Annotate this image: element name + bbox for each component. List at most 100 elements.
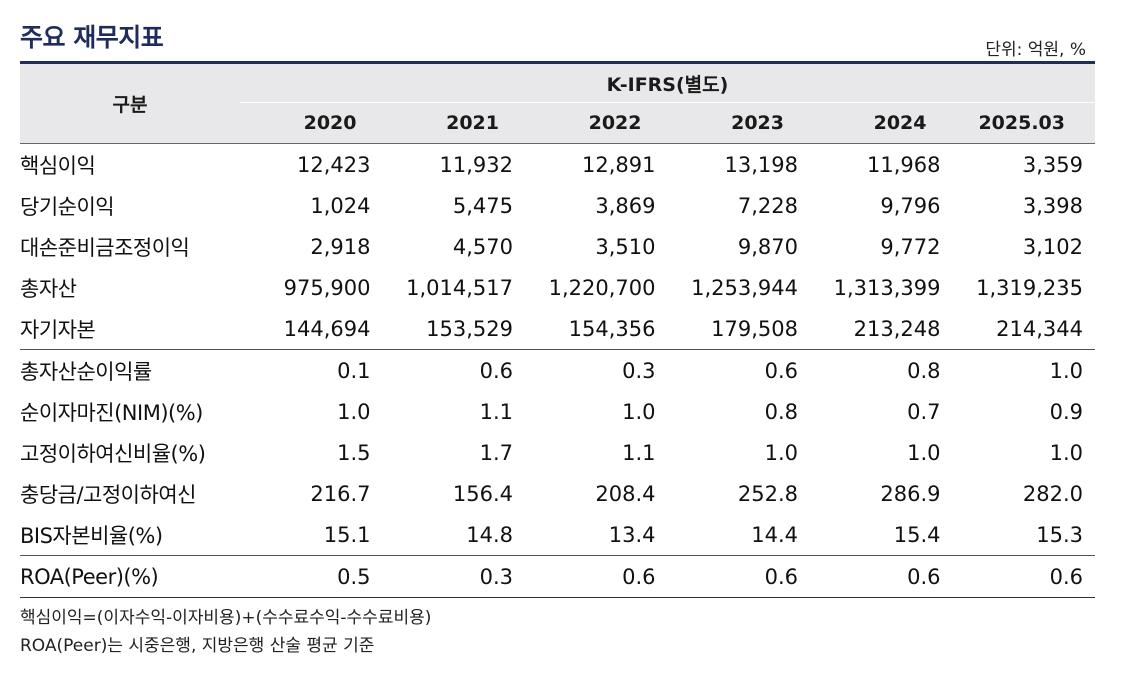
table-cell: 3,869 <box>595 193 656 218</box>
table-cell: 1.0 <box>1049 440 1083 465</box>
table-cell: 975,900 <box>283 275 371 300</box>
year-header: 2020 <box>240 102 383 144</box>
table-cell: 1.0 <box>952 349 1095 391</box>
table-cell: 0.6 <box>667 349 810 391</box>
row-label: 총자산 <box>20 276 77 301</box>
row-label: 자기자본 <box>20 317 96 342</box>
table-row: 충당금/고정이하여신 216.7 156.4 208.4 252.8 286.9 282.0 <box>20 473 1095 514</box>
table-cell: 0.1 <box>240 349 383 391</box>
table-cell: 286.9 <box>880 481 941 506</box>
year-header: 2025.03 <box>952 102 1095 144</box>
table-cell: 1,024 <box>310 193 371 218</box>
table-cell: 1,313,399 <box>833 275 941 300</box>
table-cell: 0.6 <box>952 555 1095 598</box>
table-cell: 3,398 <box>1022 193 1083 218</box>
table-cell: 11,932 <box>439 152 513 177</box>
row-label: BIS자본비율(%) <box>20 523 163 548</box>
table-row: 대손준비금조정이익 2,918 4,570 3,510 9,870 9,772 3,102 <box>20 226 1095 267</box>
table-cell: 1.0 <box>337 399 371 424</box>
table-cell: 0.3 <box>382 555 525 598</box>
table-cell: 179,508 <box>711 316 798 341</box>
row-label: ROA(Peer)(%) <box>20 555 240 598</box>
table-cell: 0.6 <box>667 555 810 598</box>
row-label: 당기순이익 <box>20 194 115 219</box>
table-cell: 15.1 <box>323 522 371 547</box>
table-cell: 1.0 <box>764 440 798 465</box>
table-cell: 1,220,700 <box>548 275 656 300</box>
table-cell: 1.1 <box>479 399 513 424</box>
table-cell: 13,198 <box>724 152 798 177</box>
table-cell: 216.7 <box>310 481 371 506</box>
row-label: 총자산순이익률 <box>20 349 240 391</box>
table-cell: 0.5 <box>240 555 383 598</box>
table-cell: 3,510 <box>595 234 656 259</box>
table-cell: 11,968 <box>867 152 941 177</box>
page-title: 주요 재무지표 <box>20 23 164 52</box>
table-row: 자기자본 144,694 153,529 154,356 179,508 213,248 2… <box>20 308 1095 350</box>
table-cell: 1.1 <box>622 440 656 465</box>
table-cell: 9,870 <box>737 234 798 259</box>
table-cell: 1.5 <box>337 440 371 465</box>
table-cell: 156.4 <box>452 481 513 506</box>
table-cell: 14.8 <box>466 522 513 547</box>
financial-indicators-table: 구분 K-IFRS(별도) 2020 2021 2022 2023 2024 2… <box>20 64 1095 598</box>
table-body: 핵심이익 12,423 11,932 12,891 13,198 11,968 3,359 당… <box>20 144 1095 598</box>
table-cell: 214,344 <box>996 316 1083 341</box>
table-cell: 213,248 <box>853 316 941 341</box>
row-label: 순이자마진(NIM)(%) <box>20 400 203 425</box>
table-cell: 1.7 <box>479 440 513 465</box>
table-row: 당기순이익 1,024 5,475 3,869 7,228 9,796 3,398 <box>20 185 1095 226</box>
table-cell: 144,694 <box>283 316 371 341</box>
table-cell: 3,359 <box>1022 152 1083 177</box>
footnote: ROA(Peer)는 시중은행, 지방은행 산술 평균 기준 <box>20 636 375 656</box>
table-cell: 1,319,235 <box>976 275 1083 300</box>
header-divider <box>20 61 1095 64</box>
table-cell: 153,529 <box>426 316 513 341</box>
table-cell: 12,891 <box>582 152 656 177</box>
category-header: 구분 <box>20 64 240 144</box>
table-cell: 1,253,944 <box>691 275 798 300</box>
table-cell: 13.4 <box>608 522 656 547</box>
table-cell: 15.4 <box>893 522 941 547</box>
table-cell: 0.7 <box>907 399 941 424</box>
table-row: 고정이하여신비율(%) 1.5 1.7 1.1 1.0 1.0 1.0 <box>20 432 1095 473</box>
row-label: 충당금/고정이하여신 <box>20 482 196 507</box>
table-row: BIS자본비율(%) 15.1 14.8 13.4 14.4 15.4 15.3 <box>20 514 1095 556</box>
table-cell: 0.8 <box>764 399 798 424</box>
unit-label: 단위: 억원, % <box>985 40 1086 60</box>
table-cell: 2,918 <box>310 234 371 259</box>
table-cell: 1.0 <box>907 440 941 465</box>
row-label: 고정이하여신비율(%) <box>20 441 206 466</box>
table-cell: 208.4 <box>595 481 656 506</box>
table-cell: 12,423 <box>297 152 371 177</box>
table-cell: 1,014,517 <box>406 275 513 300</box>
table-row: 핵심이익 12,423 11,932 12,891 13,198 11,968 3,359 <box>20 144 1095 186</box>
table-cell: 282.0 <box>1022 481 1083 506</box>
table-cell: 0.8 <box>810 349 953 391</box>
table-cell: 4,570 <box>452 234 513 259</box>
table-row: 총자산순이익률 0.1 0.6 0.3 0.6 0.8 1.0 <box>20 349 1095 391</box>
table-row: ROA(Peer)(%) 0.5 0.3 0.6 0.6 0.6 0.6 <box>20 555 1095 598</box>
kifrs-group-header: K-IFRS(별도) <box>240 64 1095 103</box>
year-header: 2023 <box>667 102 810 144</box>
row-label: 대손준비금조정이익 <box>20 235 190 260</box>
table-cell: 0.6 <box>382 349 525 391</box>
table-cell: 252.8 <box>737 481 798 506</box>
table-cell: 0.3 <box>525 349 668 391</box>
table-cell: 0.6 <box>810 555 953 598</box>
table-cell: 0.6 <box>525 555 668 598</box>
table-cell: 5,475 <box>452 193 513 218</box>
year-header: 2021 <box>382 102 525 144</box>
table-cell: 15.3 <box>1036 522 1083 547</box>
table-cell: 9,796 <box>880 193 941 218</box>
footnote: 핵심이익=(이자수익-이자비용)+(수수료수익-수수료비용) <box>20 608 432 628</box>
year-header: 2022 <box>525 102 668 144</box>
table-row: 총자산 975,900 1,014,517 1,220,700 1,253,944 1,3… <box>20 267 1095 308</box>
table-cell: 1.0 <box>622 399 656 424</box>
table-cell: 7,228 <box>737 193 798 218</box>
table-cell: 9,772 <box>880 234 941 259</box>
table-cell: 14.4 <box>751 522 798 547</box>
row-label: 핵심이익 <box>20 153 96 178</box>
footnotes: 핵심이익=(이자수익-이자비용)+(수수료수익-수수료비용) ROA(Peer)… <box>20 604 431 660</box>
table-cell: 154,356 <box>568 316 656 341</box>
